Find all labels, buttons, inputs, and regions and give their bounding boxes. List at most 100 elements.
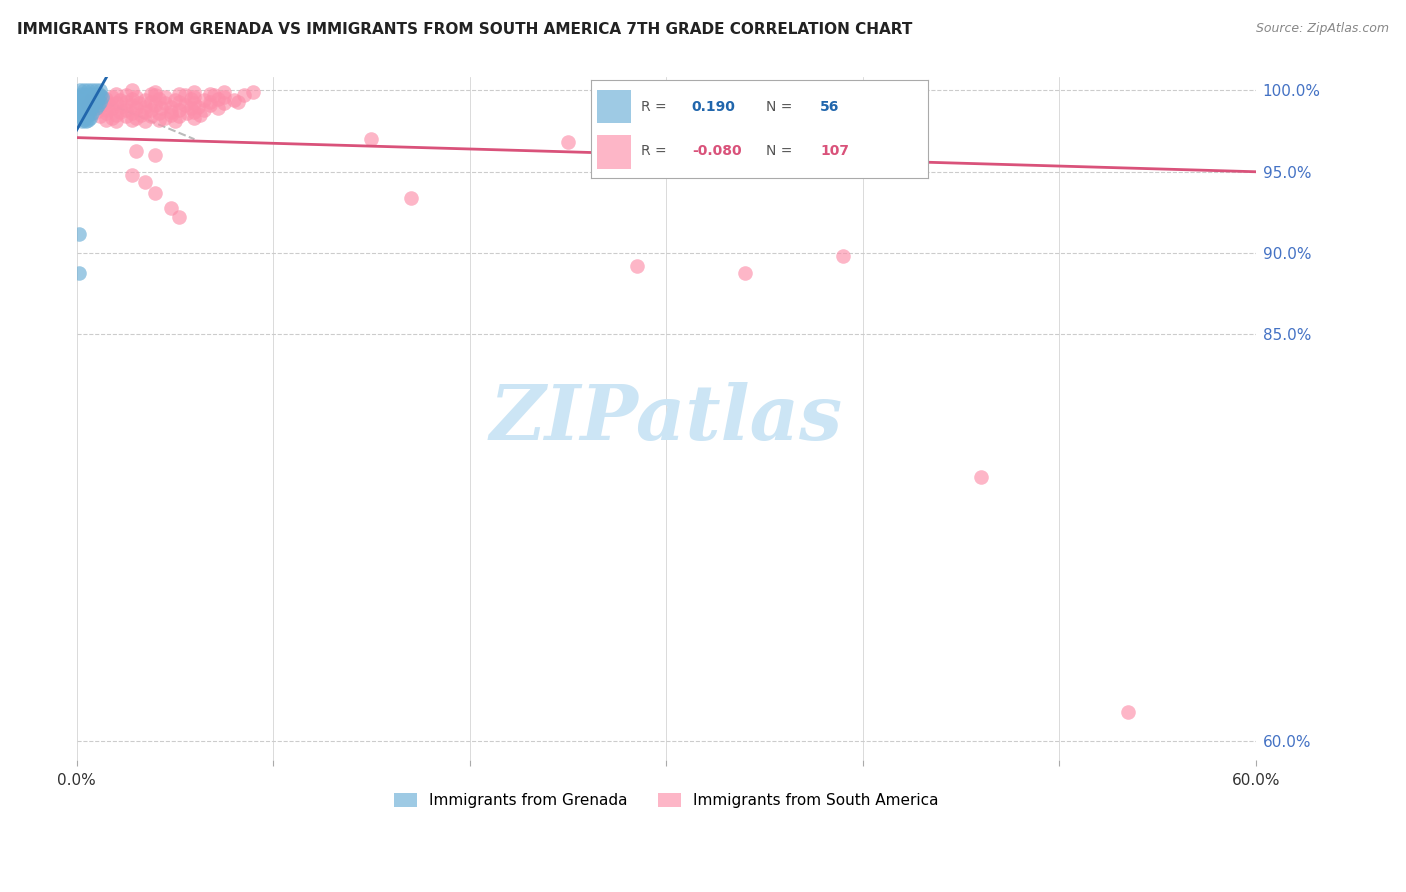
Point <box>79 93 101 107</box>
Point <box>176 106 198 120</box>
Point <box>69 90 91 104</box>
Point <box>121 112 143 127</box>
Point <box>832 249 855 263</box>
Point <box>207 101 229 115</box>
Point <box>72 106 94 120</box>
Point <box>134 100 156 114</box>
Point <box>94 106 117 120</box>
Text: -0.080: -0.080 <box>692 144 741 158</box>
Point <box>626 259 648 273</box>
Point <box>124 144 146 158</box>
Point <box>121 83 143 97</box>
Point <box>82 95 104 109</box>
Point <box>87 93 110 107</box>
Point <box>232 88 254 103</box>
Point <box>84 104 107 119</box>
Point <box>89 95 111 109</box>
Point <box>94 95 117 109</box>
Point <box>148 106 170 120</box>
Point <box>160 104 183 119</box>
Point <box>82 101 104 115</box>
Point <box>75 90 97 104</box>
Point <box>77 83 100 97</box>
Point <box>150 101 173 115</box>
Point <box>82 88 104 103</box>
Point <box>72 114 94 128</box>
Point <box>104 87 127 101</box>
Point <box>82 100 104 114</box>
Point <box>94 112 117 127</box>
Point <box>121 106 143 120</box>
Point <box>79 103 101 117</box>
Text: 0.190: 0.190 <box>692 100 735 114</box>
Point <box>82 90 104 104</box>
Point <box>160 100 183 114</box>
Point <box>87 87 110 101</box>
Point <box>134 114 156 128</box>
Point <box>143 148 166 162</box>
Point <box>114 103 136 117</box>
Point <box>73 112 96 127</box>
Text: 56: 56 <box>820 100 839 114</box>
Point <box>360 132 382 146</box>
Point <box>131 108 153 122</box>
Point <box>180 101 202 115</box>
Bar <box>598 90 631 123</box>
Point <box>212 96 235 111</box>
Point <box>212 90 235 104</box>
Point <box>108 93 131 107</box>
Point <box>134 174 156 188</box>
Point <box>124 101 146 115</box>
Point <box>69 104 91 119</box>
Point <box>83 90 105 104</box>
Point <box>75 95 97 109</box>
Point <box>69 83 91 97</box>
Point <box>89 88 111 103</box>
Point <box>69 110 91 124</box>
Text: IMMIGRANTS FROM GRENADA VS IMMIGRANTS FROM SOUTH AMERICA 7TH GRADE CORRELATION C: IMMIGRANTS FROM GRENADA VS IMMIGRANTS FR… <box>17 22 912 37</box>
Point <box>202 88 225 103</box>
Point <box>108 100 131 114</box>
Point <box>200 95 222 109</box>
Point <box>73 88 96 103</box>
Point <box>114 110 136 124</box>
Text: ZIPatlas: ZIPatlas <box>489 382 842 456</box>
Point <box>73 108 96 122</box>
Point <box>193 93 215 107</box>
Point <box>77 92 100 106</box>
Point <box>101 90 124 104</box>
Text: Source: ZipAtlas.com: Source: ZipAtlas.com <box>1256 22 1389 36</box>
Point <box>121 92 143 106</box>
Point <box>143 98 166 112</box>
Point <box>72 96 94 111</box>
Point <box>104 96 127 111</box>
Point <box>399 191 422 205</box>
Point <box>167 103 190 117</box>
Point <box>72 111 94 125</box>
Point <box>104 108 127 122</box>
Point <box>167 87 190 101</box>
Point <box>183 90 205 104</box>
Point <box>77 108 100 122</box>
Point <box>148 112 170 127</box>
Point <box>67 266 90 280</box>
Point <box>97 98 120 112</box>
Legend: Immigrants from Grenada, Immigrants from South America: Immigrants from Grenada, Immigrants from… <box>388 787 945 814</box>
Point <box>1116 705 1139 719</box>
Point <box>77 101 100 115</box>
Point <box>101 111 124 125</box>
Point <box>153 111 176 125</box>
Point <box>84 92 107 106</box>
Point <box>73 83 96 97</box>
Bar <box>598 136 631 169</box>
Point <box>167 211 190 225</box>
Point <box>121 168 143 182</box>
Point <box>167 95 190 109</box>
Text: N =: N = <box>766 144 793 158</box>
Point <box>141 87 163 101</box>
Point <box>84 83 107 97</box>
Point <box>77 112 100 127</box>
Point <box>148 92 170 106</box>
Point <box>212 85 235 99</box>
Point <box>153 96 176 111</box>
